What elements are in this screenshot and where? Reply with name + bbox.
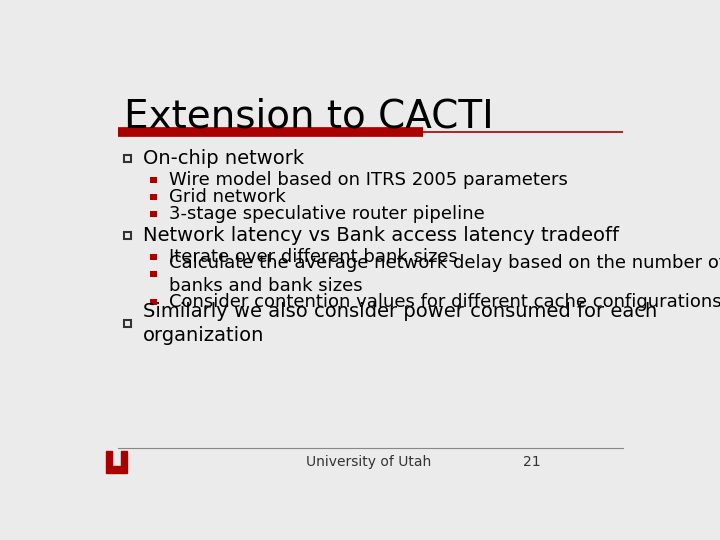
- Text: Network latency vs Bank access latency tradeoff: Network latency vs Bank access latency t…: [143, 226, 618, 245]
- Text: Wire model based on ITRS 2005 parameters: Wire model based on ITRS 2005 parameters: [169, 171, 568, 190]
- Text: Consider contention values for different cache configurations: Consider contention values for different…: [169, 293, 720, 311]
- Bar: [121, 451, 127, 466]
- Bar: [150, 211, 157, 217]
- Text: Similarly we also consider power consumed for each
organization: Similarly we also consider power consume…: [143, 302, 657, 345]
- Bar: [106, 451, 112, 466]
- Bar: [124, 232, 131, 239]
- Text: On-chip network: On-chip network: [143, 149, 304, 168]
- Text: Grid network: Grid network: [169, 188, 286, 206]
- Text: 21: 21: [523, 455, 541, 469]
- Bar: [150, 299, 157, 305]
- Text: Iterate over different bank sizes: Iterate over different bank sizes: [169, 248, 458, 266]
- Bar: [150, 194, 157, 200]
- Bar: [150, 254, 157, 260]
- Bar: [124, 156, 131, 162]
- Bar: [124, 320, 131, 327]
- Bar: [150, 271, 157, 278]
- Text: Extension to CACTI: Extension to CACTI: [124, 97, 494, 135]
- Bar: [106, 466, 127, 473]
- Text: Calculate the average network delay based on the number of
banks and bank sizes: Calculate the average network delay base…: [169, 254, 720, 295]
- Text: 3-stage speculative router pipeline: 3-stage speculative router pipeline: [169, 205, 485, 223]
- Bar: [150, 177, 157, 184]
- Text: University of Utah: University of Utah: [307, 455, 431, 469]
